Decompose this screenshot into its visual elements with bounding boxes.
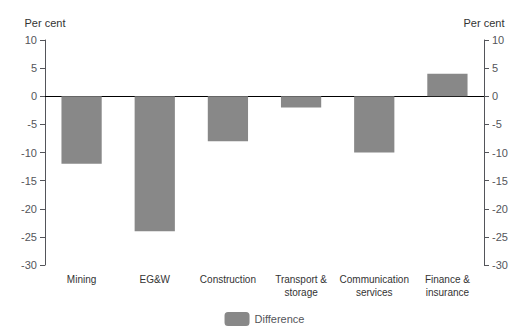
svg-text:0: 0 xyxy=(31,90,37,102)
svg-text:-30: -30 xyxy=(492,259,508,271)
svg-text:services: services xyxy=(356,287,393,298)
svg-text:10: 10 xyxy=(492,34,504,46)
svg-text:Per cent: Per cent xyxy=(25,17,66,29)
svg-text:Communication: Communication xyxy=(340,274,409,285)
svg-text:-5: -5 xyxy=(27,118,37,130)
svg-text:5: 5 xyxy=(492,62,498,74)
svg-text:-30: -30 xyxy=(21,259,37,271)
svg-text:10: 10 xyxy=(25,34,37,46)
svg-text:Per cent: Per cent xyxy=(464,17,505,29)
svg-text:-25: -25 xyxy=(21,231,37,243)
svg-text:-20: -20 xyxy=(492,203,508,215)
svg-text:-10: -10 xyxy=(21,147,37,159)
svg-text:-15: -15 xyxy=(21,175,37,187)
svg-text:0: 0 xyxy=(492,90,498,102)
svg-text:Finance &: Finance & xyxy=(425,274,470,285)
svg-text:5: 5 xyxy=(31,62,37,74)
svg-text:Difference: Difference xyxy=(255,313,305,325)
svg-text:Transport &: Transport & xyxy=(275,274,327,285)
svg-text:-25: -25 xyxy=(492,231,508,243)
svg-text:storage: storage xyxy=(284,287,318,298)
svg-text:-5: -5 xyxy=(492,118,502,130)
svg-text:Mining: Mining xyxy=(67,274,96,285)
svg-text:-15: -15 xyxy=(492,175,508,187)
svg-text:insurance: insurance xyxy=(426,287,470,298)
svg-text:-20: -20 xyxy=(21,203,37,215)
svg-text:Construction: Construction xyxy=(200,274,256,285)
svg-text:EG&W: EG&W xyxy=(139,274,170,285)
svg-text:-10: -10 xyxy=(492,147,508,159)
